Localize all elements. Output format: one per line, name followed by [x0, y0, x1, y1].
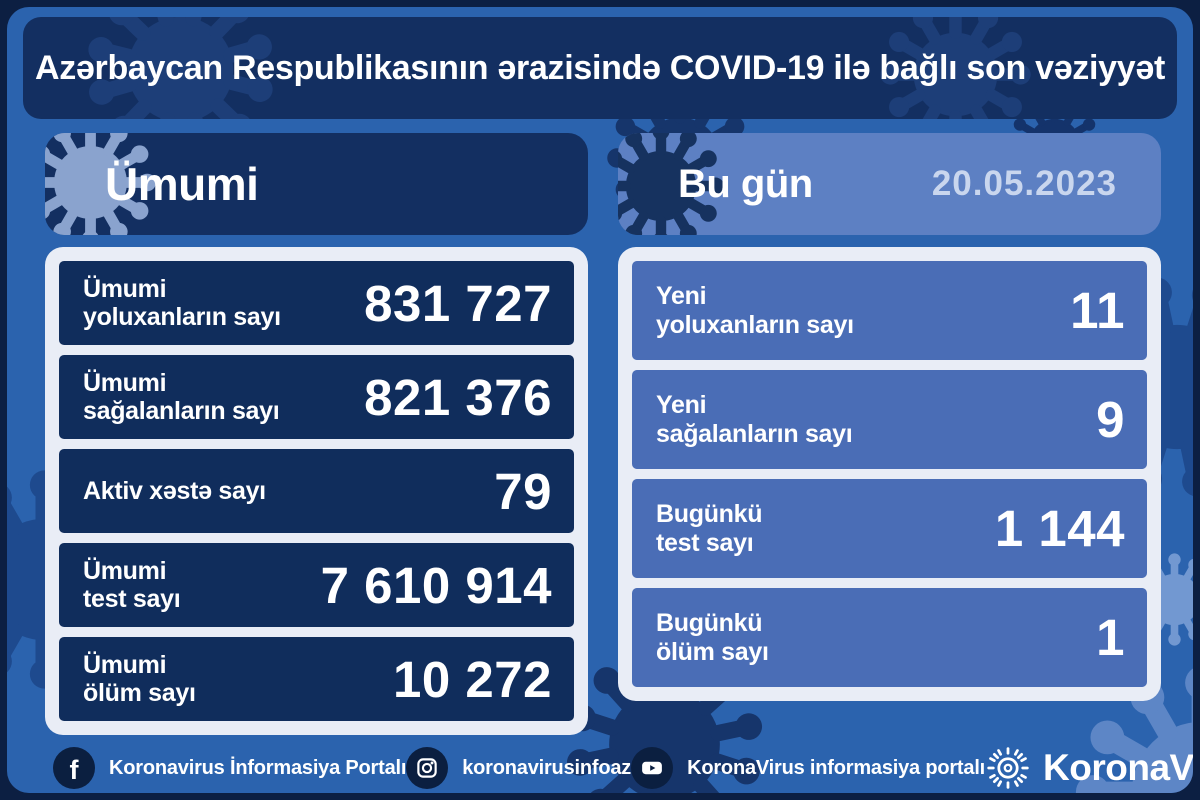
instagram-label: koronavirusinfoaz: [462, 756, 632, 779]
stat-label: Yeni sağalanların sayı: [656, 391, 853, 448]
instagram-handle: koronavirusinfoaz: [406, 747, 631, 789]
stat-value: 821 376: [364, 368, 552, 426]
stat-value: 7 610 914: [320, 556, 552, 614]
totals-panel: Ümumi Ümumi yoluxanların sayı 831 727 Ümu…: [45, 133, 588, 735]
stat-row-active-cases: Aktiv xəstə sayı 79: [59, 449, 574, 533]
today-body: Yeni yoluxanların sayı 11 Yeni sağalanları…: [618, 247, 1161, 701]
stat-value: 1: [1096, 609, 1125, 666]
totals-body: Ümumi yoluxanların sayı 831 727 Ümumi sağa…: [45, 247, 588, 735]
stats-columns: Ümumi Ümumi yoluxanların sayı 831 727 Ümu…: [45, 133, 1161, 735]
stat-row-today-deaths: Bugünkü ölüm sayı 1: [632, 588, 1147, 687]
page-title: Azərbaycan Respublikasının ərazisində CO…: [34, 48, 1166, 87]
youtube-label: KoronaVirus informasiya portalı: [687, 756, 986, 779]
infographic-canvas: Azərbaycan Respublikasının ərazisində CO…: [7, 7, 1193, 793]
stat-value: 1 144: [994, 500, 1125, 557]
stat-row-total-recovered: Ümumi sağalanların sayı 821 376: [59, 355, 574, 439]
stat-row-today-tests: Bugünkü test sayı 1 144: [632, 479, 1147, 578]
footer: f Koronavirus İnformasiya Portalı korona…: [7, 735, 1193, 793]
today-panel: Bu gün 20.05.2023 Yeni yoluxanların sayı …: [618, 133, 1161, 701]
stat-value: 79: [494, 462, 552, 520]
report-date: 20.05.2023: [931, 164, 1117, 203]
facebook-label: Koronavirus İnformasiya Portalı: [109, 756, 407, 779]
today-title: Bu gün: [678, 161, 813, 206]
stat-row-new-recovered: Yeni sağalanların sayı 9: [632, 370, 1147, 469]
stat-row-total-infected: Ümumi yoluxanların sayı 831 727: [59, 261, 574, 345]
youtube-handle: KoronaVirus informasiya portalı: [631, 747, 985, 789]
stat-label: Yeni yoluxanların sayı: [656, 282, 854, 339]
stat-value: 10 272: [393, 650, 552, 708]
stat-label: Ümumi ölüm sayı: [83, 650, 196, 708]
stat-label: Aktiv xəstə sayı: [83, 476, 266, 505]
stat-label: Bugünkü ölüm sayı: [656, 609, 769, 666]
totals-title: Ümumi: [105, 158, 259, 210]
stat-label: Ümumi test sayı: [83, 556, 181, 614]
today-header: Bu gün 20.05.2023: [618, 133, 1161, 235]
stat-row-new-infected: Yeni yoluxanların sayı 11: [632, 261, 1147, 360]
stat-value: 11: [1070, 282, 1125, 339]
stat-value: 831 727: [364, 274, 552, 332]
header-bar: Azərbaycan Respublikasının ərazisində CO…: [23, 17, 1177, 119]
sun-virus-logo-icon: [987, 747, 1029, 789]
totals-header: Ümumi: [45, 133, 588, 235]
stat-value: 9: [1096, 391, 1125, 448]
instagram-icon: [406, 747, 449, 789]
stat-label: Bugünkü test sayı: [656, 500, 763, 557]
facebook-icon: f: [53, 747, 95, 789]
stat-label: Ümumi sağalanların sayı: [83, 368, 280, 426]
stat-row-total-deaths: Ümumi ölüm sayı 10 272: [59, 637, 574, 721]
facebook-handle: f Koronavirus İnformasiya Portalı: [53, 747, 406, 789]
youtube-icon: [631, 747, 674, 789]
stat-label: Ümumi yoluxanların sayı: [83, 274, 281, 332]
stat-row-total-tests: Ümumi test sayı 7 610 914: [59, 543, 574, 627]
